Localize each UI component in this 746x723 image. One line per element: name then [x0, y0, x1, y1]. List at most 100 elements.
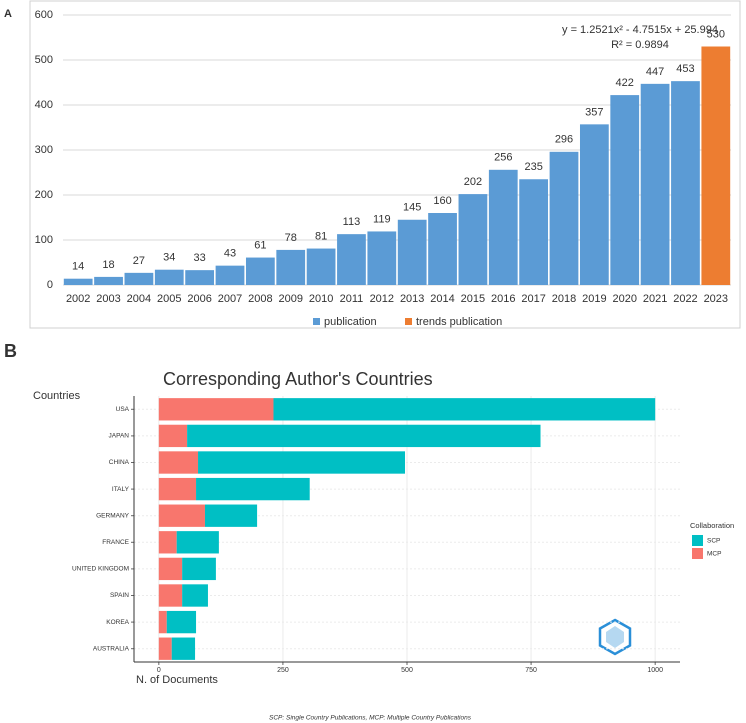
bar-segment: [171, 637, 196, 660]
x-tick-label: 2013: [400, 293, 424, 305]
legend-title: Collaboration: [690, 521, 734, 530]
x-tick-label: 2018: [552, 293, 576, 305]
bar-segment: [198, 451, 406, 474]
legend-swatch: [692, 535, 703, 546]
bar-segment: [158, 424, 188, 448]
bar-segment: [166, 610, 197, 634]
bar: [337, 234, 366, 285]
bar: [124, 272, 154, 285]
y-tick-label: 400: [35, 99, 53, 111]
bar: [579, 124, 609, 285]
bar: [397, 219, 427, 285]
x-tick-label: 2007: [218, 293, 242, 305]
value-label: 235: [524, 161, 542, 173]
bar: [185, 270, 215, 285]
bar-segment: [273, 398, 656, 421]
value-label: 296: [555, 134, 573, 146]
bar-segment: [204, 504, 258, 527]
x-tick-label: 2009: [278, 293, 302, 305]
x-tick-label: 2011: [340, 293, 364, 305]
value-label: 81: [315, 230, 327, 242]
y-axis-label: Countries: [33, 390, 81, 402]
value-label: 119: [373, 213, 391, 225]
x-tick-label: 500: [401, 667, 413, 674]
value-label: 34: [163, 252, 175, 264]
panel-label: A: [4, 8, 12, 20]
value-label: 61: [254, 239, 266, 251]
bar: [63, 278, 93, 285]
x-tick-label: 2014: [430, 293, 454, 305]
bar: [306, 248, 336, 285]
value-label: 160: [433, 195, 451, 207]
legend-label: MCP: [707, 551, 721, 558]
bar: [671, 81, 700, 286]
x-axis-label: N. of Documents: [136, 674, 218, 686]
bar: [640, 83, 670, 285]
footnote: SCP: Single Country Publications, MCP: M…: [269, 715, 472, 722]
value-label: 530: [707, 28, 725, 40]
y-tick-label: 0: [47, 279, 53, 291]
x-tick-label: 2016: [491, 293, 515, 305]
bar-segment: [158, 477, 197, 501]
panel-label: B: [4, 341, 17, 361]
x-tick-label: 0: [157, 667, 161, 674]
y-tick-label: 200: [35, 189, 53, 201]
bar-segment: [182, 584, 208, 607]
bar: [367, 231, 397, 285]
x-tick-label: 2004: [127, 293, 151, 305]
bar: [154, 269, 184, 285]
x-tick-label: 1000: [647, 667, 663, 674]
chart-title: Corresponding Author's Countries: [163, 369, 433, 389]
x-tick-label: 2010: [309, 293, 333, 305]
x-tick-label: 2006: [187, 293, 211, 305]
bar-segment: [158, 610, 167, 634]
value-label: 256: [494, 152, 512, 164]
bar-segment: [158, 398, 274, 421]
x-tick-label: 750: [525, 667, 537, 674]
bar-segment: [158, 637, 172, 660]
y-tick-label: 300: [35, 144, 53, 156]
x-tick-label: 2003: [96, 293, 120, 305]
bar: [701, 46, 731, 285]
bar-segment: [196, 477, 310, 501]
legend-label: publication: [324, 316, 377, 328]
value-label: 14: [72, 261, 84, 273]
bar: [428, 213, 457, 285]
x-tick-label: 2012: [370, 293, 394, 305]
x-tick-label: 2021: [643, 293, 667, 305]
legend-swatch: [405, 318, 412, 325]
value-label: 27: [133, 255, 145, 267]
legend-swatch: [313, 318, 320, 325]
y-tick-label: KOREA: [106, 619, 129, 626]
logo: [598, 618, 632, 656]
value-label: 18: [102, 259, 114, 271]
bar-segment: [187, 424, 541, 448]
y-tick-label: AUSTRALIA: [93, 645, 130, 652]
value-label: 113: [343, 216, 361, 228]
value-label: 422: [616, 77, 634, 89]
y-tick-label: JAPAN: [109, 433, 130, 440]
value-label: 33: [194, 252, 206, 264]
y-tick-label: UNITED KINGDOM: [72, 566, 129, 573]
y-tick-label: CHINA: [109, 459, 130, 466]
y-tick-label: FRANCE: [102, 539, 129, 546]
value-label: 447: [646, 66, 664, 78]
value-label: 43: [224, 248, 236, 260]
y-tick-label: 500: [35, 54, 53, 66]
x-tick-label: 2008: [248, 293, 272, 305]
bar: [245, 257, 275, 285]
y-tick-label: USA: [116, 406, 130, 413]
bar-segment: [182, 557, 216, 581]
bar-segment: [158, 584, 183, 607]
chart-a: A 0 100 200 300 400 500 600 2002 2003 2004 2005 2006…: [4, 8, 731, 328]
bar: [458, 194, 488, 285]
legend-swatch: [692, 548, 703, 559]
y-tick-label: 100: [35, 234, 53, 246]
x-tick-label: 2017: [521, 293, 545, 305]
legend-label: trends publication: [416, 316, 502, 328]
value-label: 145: [403, 202, 421, 214]
bar: [519, 179, 549, 285]
chart-b: B Corresponding Author's Countries Countri…: [4, 341, 734, 722]
bar: [488, 169, 518, 285]
x-tick-label: 250: [277, 667, 289, 674]
